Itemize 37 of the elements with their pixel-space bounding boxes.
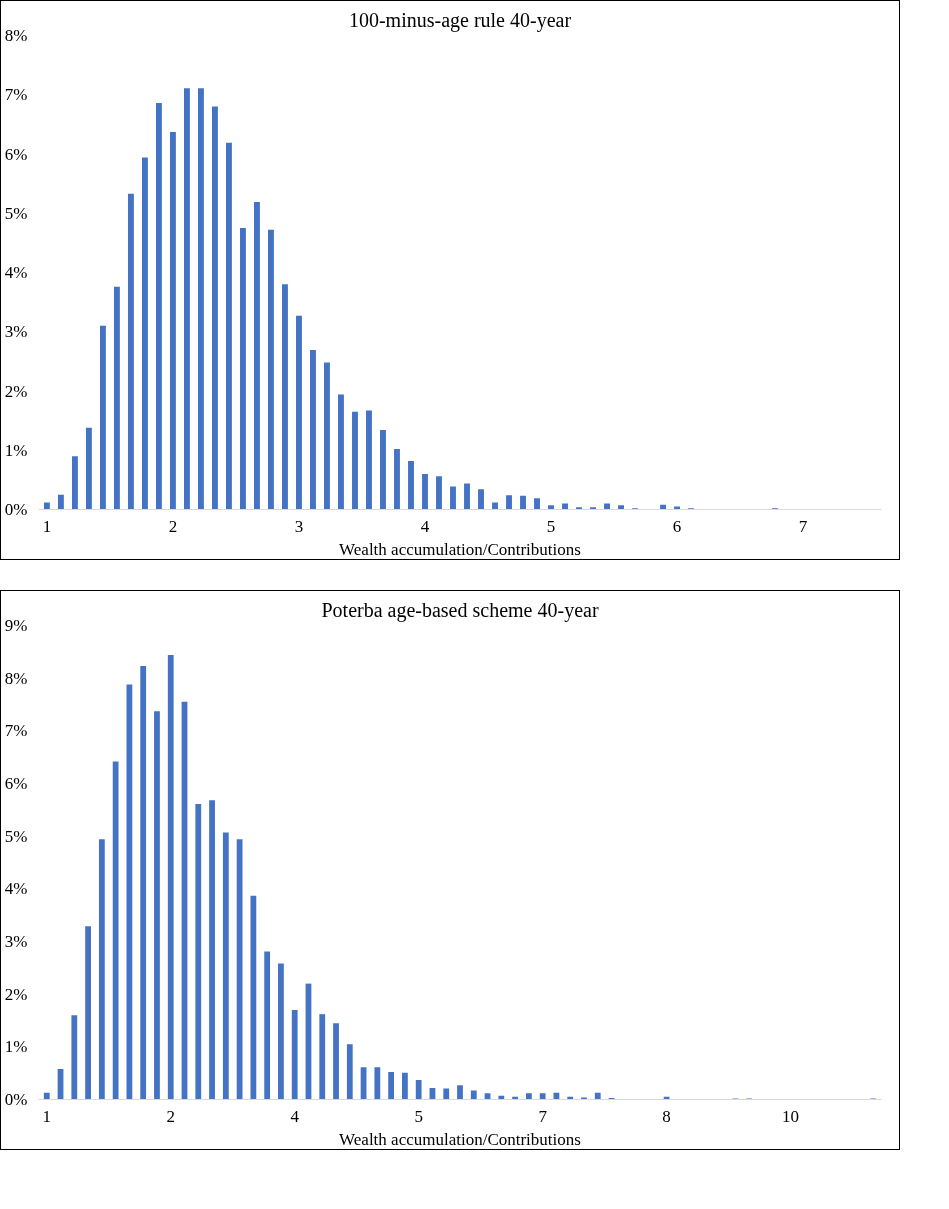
y-tick-label: 0% [4, 1090, 28, 1109]
y-tick-label: 5% [4, 826, 28, 846]
y-tick-label: 7% [4, 85, 28, 105]
x-tick-label: 8 [662, 1106, 671, 1126]
x-tick-label: 2 [166, 1106, 175, 1126]
y-tick-label: 8% [4, 668, 28, 688]
x-tick-label: 1 [42, 516, 52, 536]
x-tick-label: 3 [294, 516, 304, 536]
x-axis-title: Wealth accumulation/Contributions [339, 539, 581, 559]
x-tick-label: 5 [546, 516, 556, 536]
x-tick-label: 4 [290, 1106, 300, 1126]
x-tick-label: 10 [782, 1106, 800, 1126]
y-tick-label: 9% [4, 616, 28, 635]
y-tick-label: 6% [4, 144, 28, 164]
y-tick-label: 8% [4, 26, 28, 45]
x-tick-label: 2 [168, 516, 178, 536]
y-tick-label: 5% [4, 203, 28, 223]
x-tick-label: 6 [672, 516, 682, 536]
y-tick-label: 6% [4, 774, 28, 793]
x-tick-label: 4 [420, 516, 430, 536]
y-tick-label: 4% [4, 879, 28, 899]
y-tick-label: 4% [4, 263, 28, 282]
y-tick-label: 1% [4, 1037, 28, 1057]
x-tick-label: 7 [538, 1106, 548, 1126]
chart-title: 100-minus-age rule 40-year [348, 8, 572, 32]
y-tick-label: 2% [4, 381, 28, 401]
chart-title: Poterba age-based scheme 40-year [321, 598, 599, 622]
y-tick-label: 2% [4, 984, 28, 1004]
y-tick-label: 1% [4, 440, 28, 460]
y-tick-label: 3% [4, 322, 28, 342]
x-tick-label: 5 [414, 1106, 423, 1126]
x-axis-title: Wealth accumulation/Contributions [339, 1129, 581, 1149]
y-tick-label: 3% [4, 932, 28, 951]
x-tick-label: 1 [42, 1106, 52, 1126]
y-tick-label: 0% [4, 500, 28, 519]
y-tick-label: 7% [4, 721, 28, 741]
x-tick-label: 7 [798, 516, 808, 536]
